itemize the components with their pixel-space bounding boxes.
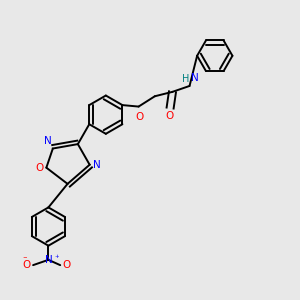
- Text: H: H: [182, 74, 189, 84]
- Text: $^+$: $^+$: [53, 254, 60, 262]
- Text: $^-$: $^-$: [21, 254, 28, 263]
- Text: N: N: [93, 160, 100, 170]
- Text: N: N: [191, 73, 199, 83]
- Text: O: O: [135, 112, 144, 122]
- Text: O: O: [63, 260, 71, 270]
- Text: O: O: [165, 111, 173, 121]
- Text: N: N: [45, 255, 53, 265]
- Text: O: O: [35, 163, 44, 173]
- Text: O: O: [22, 260, 31, 270]
- Text: N: N: [44, 136, 51, 146]
